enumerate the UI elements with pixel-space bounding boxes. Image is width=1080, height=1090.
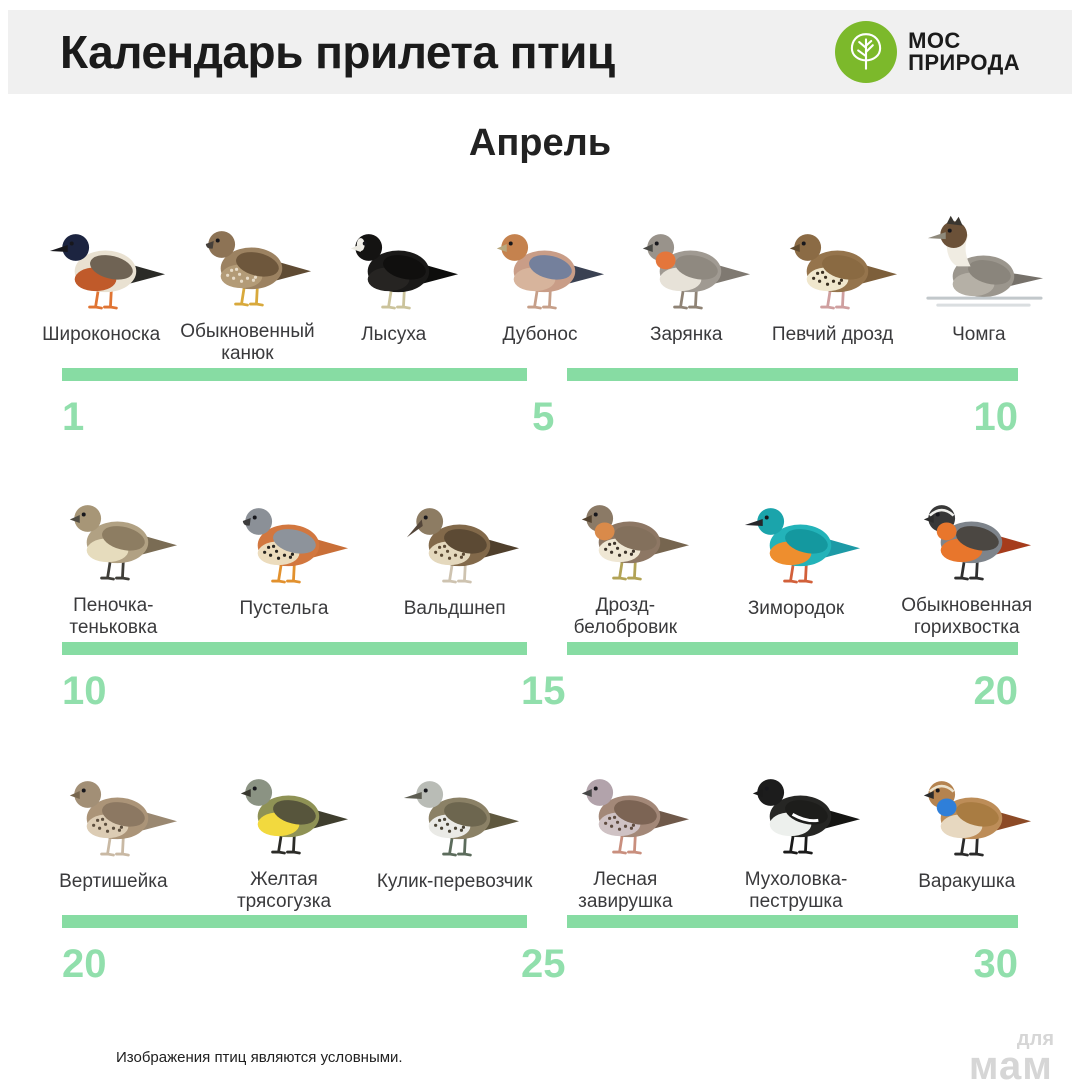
redwing-icon	[557, 449, 693, 587]
bird-name: Обыкновенный канюк	[180, 321, 315, 365]
bird-figure: Пустельга	[199, 452, 370, 640]
bird-figure: Зимородок	[711, 452, 882, 640]
logo-text: МОС ПРИРОДА	[908, 27, 1020, 75]
date-mid: 25	[520, 942, 566, 987]
timeline-bars	[0, 367, 1080, 381]
bird-name: Варакушка	[918, 871, 1016, 893]
timeline-bars	[0, 915, 1080, 929]
date-start: 1	[62, 394, 85, 439]
song-thrush-icon	[765, 178, 901, 316]
date-mid: 15	[520, 668, 566, 713]
header: Календарь прилета птиц МОС ПРИРОДА	[8, 10, 1072, 94]
timeline-bar-left	[62, 915, 527, 929]
bird-row: Широконоска Обыкновенный канюк Лысуха Дубон…	[0, 175, 1080, 366]
bird-name: Певчий дрозд	[771, 323, 894, 345]
timeline-bar-right	[566, 367, 1018, 381]
logo-line2: ПРИРОДА	[908, 50, 1020, 75]
date-numbers: 1 5 10	[0, 397, 1080, 441]
watermark: для мам	[968, 1028, 1054, 1088]
watermark-line1: для	[1016, 1028, 1054, 1051]
bird-figure: Обыкновенный канюк	[174, 175, 320, 366]
bird-name: Дубонос	[502, 323, 578, 345]
wryneck-icon	[45, 725, 181, 863]
bird-name: Пустельга	[239, 597, 329, 619]
month-title: Апрель	[468, 122, 612, 164]
bird-row: Пеночка-теньковка Пустельга Вальдшнеп Дрозд…	[0, 449, 1080, 640]
redstart-icon	[899, 449, 1035, 587]
great-crested-grebe-icon	[911, 178, 1047, 316]
date-start: 20	[62, 942, 107, 987]
buzzard-icon	[179, 175, 315, 313]
bird-name: Мухоловка-пеструшка	[744, 868, 848, 913]
date-numbers: 20 25 30	[0, 944, 1080, 988]
bird-figure: Лесная завирушка	[540, 723, 711, 914]
bird-name: Чомга	[952, 323, 1006, 345]
bird-name: Вертишейка	[59, 871, 168, 893]
date-mid: 5	[532, 394, 555, 439]
bird-name: Кулик-перевозчик	[376, 871, 533, 893]
mospriroda-logo: МОС ПРИРОДА	[835, 21, 1020, 83]
robin-icon	[618, 178, 754, 316]
timeline-bar-left	[62, 367, 527, 381]
bird-figure: Широконоска	[28, 178, 174, 366]
dunnock-icon	[557, 723, 693, 861]
bird-calendar-poster: Календарь прилета птиц МОС ПРИРОДА	[0, 10, 1080, 1086]
bird-name: Лысуха	[361, 323, 427, 345]
bird-figure: Вальдшнеп	[369, 452, 540, 640]
bird-figure: Мухоловка-пеструшка	[711, 723, 882, 914]
bird-figure: Желтая трясогузка	[199, 723, 370, 914]
bird-figure: Вертишейка	[28, 725, 199, 913]
yellow-wagtail-icon	[216, 723, 352, 861]
timeline-bar-right	[566, 915, 1018, 929]
bird-figure: Дубонос	[467, 178, 613, 366]
disclaimer-note: Изображения птиц являются условными.	[116, 1049, 403, 1066]
bluethroat-icon	[899, 725, 1035, 863]
bird-name: Зимородок	[747, 597, 845, 619]
timeline-bar-left	[62, 641, 527, 655]
calendar-rows: Широконоска Обыкновенный канюк Лысуха Дубон…	[0, 175, 1080, 988]
chiffchaff-icon	[45, 449, 181, 587]
bird-name: Вальдшнеп	[403, 597, 506, 619]
bird-name: Широконоска	[42, 323, 161, 345]
date-start: 10	[62, 668, 107, 713]
timeline-bar-right	[566, 641, 1018, 655]
calendar-row: Широконоска Обыкновенный канюк Лысуха Дубон…	[0, 175, 1080, 441]
bird-figure: Варакушка	[881, 725, 1052, 913]
date-numbers: 10 15 20	[0, 671, 1080, 715]
bird-figure: Обыкновенная горихвостка	[881, 449, 1052, 640]
date-end: 30	[973, 942, 1019, 987]
bird-figure: Лысуха	[321, 178, 467, 366]
bird-name: Зарянка	[650, 323, 723, 345]
calendar-row: Пеночка-теньковка Пустельга Вальдшнеп Дрозд…	[0, 449, 1080, 715]
hawfinch-icon	[472, 178, 608, 316]
bird-name: Желтая трясогузка	[236, 868, 332, 913]
tree-icon	[835, 21, 898, 83]
bird-figure: Пеночка-теньковка	[28, 449, 199, 640]
kingfisher-icon	[728, 452, 864, 590]
pied-flycatcher-icon	[728, 723, 864, 861]
date-end: 20	[973, 668, 1019, 713]
bird-name: Обыкновенная горихвостка	[901, 594, 1033, 639]
date-end: 10	[973, 394, 1019, 439]
page-title: Календарь прилета птиц	[60, 26, 615, 78]
watermark-line2: мам	[968, 1043, 1053, 1088]
common-sandpiper-icon	[387, 725, 523, 863]
bird-figure: Дрозд-белобровик	[540, 449, 711, 640]
shoveler-duck-icon	[33, 178, 169, 316]
bird-figure: Зарянка	[613, 178, 759, 366]
logo-line1: МОС	[908, 27, 961, 53]
coot-icon	[326, 178, 462, 316]
bird-name: Дрозд-белобровик	[573, 594, 678, 639]
timeline-bars	[0, 641, 1080, 655]
calendar-row: Вертишейка Желтая трясогузка Кулик-перевоз…	[0, 723, 1080, 989]
bird-figure: Певчий дрозд	[759, 178, 905, 366]
kestrel-icon	[216, 452, 352, 590]
bird-figure: Чомга	[906, 178, 1052, 366]
bird-name: Лесная завирушка	[578, 868, 673, 913]
bird-name: Пеночка-теньковка	[69, 594, 158, 639]
woodcock-icon	[387, 452, 523, 590]
bird-row: Вертишейка Желтая трясогузка Кулик-перевоз…	[0, 723, 1080, 914]
bird-figure: Кулик-перевозчик	[369, 725, 540, 913]
